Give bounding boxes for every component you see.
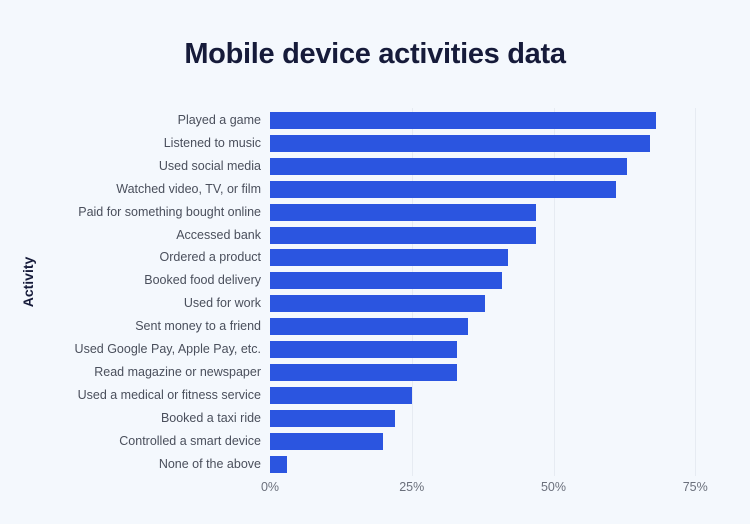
- category-label: Sent money to a friend: [135, 319, 261, 334]
- bar[interactable]: [270, 386, 412, 404]
- category-label: Played a game: [177, 113, 261, 127]
- category-label: Read magazine or newspaper: [94, 364, 261, 379]
- bar[interactable]: [270, 432, 384, 450]
- bar[interactable]: [270, 134, 650, 152]
- category-label: Used a medical or fitness service: [77, 387, 261, 402]
- bar[interactable]: [270, 318, 469, 336]
- bar[interactable]: [270, 363, 458, 381]
- bar[interactable]: [270, 295, 486, 313]
- x-tick-label: 25%: [399, 480, 425, 494]
- x-tick-label: 75%: [682, 480, 708, 494]
- bar[interactable]: [270, 180, 616, 198]
- bar[interactable]: [270, 226, 537, 244]
- category-label: Ordered a product: [159, 250, 261, 265]
- bar[interactable]: [270, 157, 628, 175]
- bar[interactable]: [270, 249, 509, 267]
- bar[interactable]: [270, 341, 458, 358]
- category-label: Used for work: [183, 296, 261, 311]
- category-label: Booked food delivery: [144, 273, 261, 288]
- category-label: Paid for something bought online: [78, 204, 261, 219]
- bar[interactable]: [270, 272, 503, 290]
- category-label: Booked a taxi ride: [160, 410, 261, 425]
- bar[interactable]: [270, 455, 287, 473]
- x-tick-label: 0%: [260, 480, 280, 494]
- bar[interactable]: [270, 112, 656, 129]
- category-label: Used social media: [158, 158, 261, 173]
- gridline: [553, 108, 555, 476]
- category-label: None of the above: [158, 456, 261, 471]
- bar[interactable]: [270, 203, 537, 221]
- gridline: [695, 108, 697, 476]
- category-label: Listened to music: [163, 135, 261, 150]
- category-label: Controlled a smart device: [119, 433, 261, 448]
- category-label: Watched video, TV, or film: [116, 181, 261, 196]
- chart-title: Mobile device activities data: [184, 38, 566, 70]
- bar[interactable]: [270, 409, 395, 427]
- x-tick-label: 50%: [540, 480, 567, 494]
- category-label: Used Google Pay, Apple Pay, etc.: [74, 342, 261, 356]
- gridline: [411, 108, 413, 476]
- category-label: Accessed bank: [176, 227, 261, 242]
